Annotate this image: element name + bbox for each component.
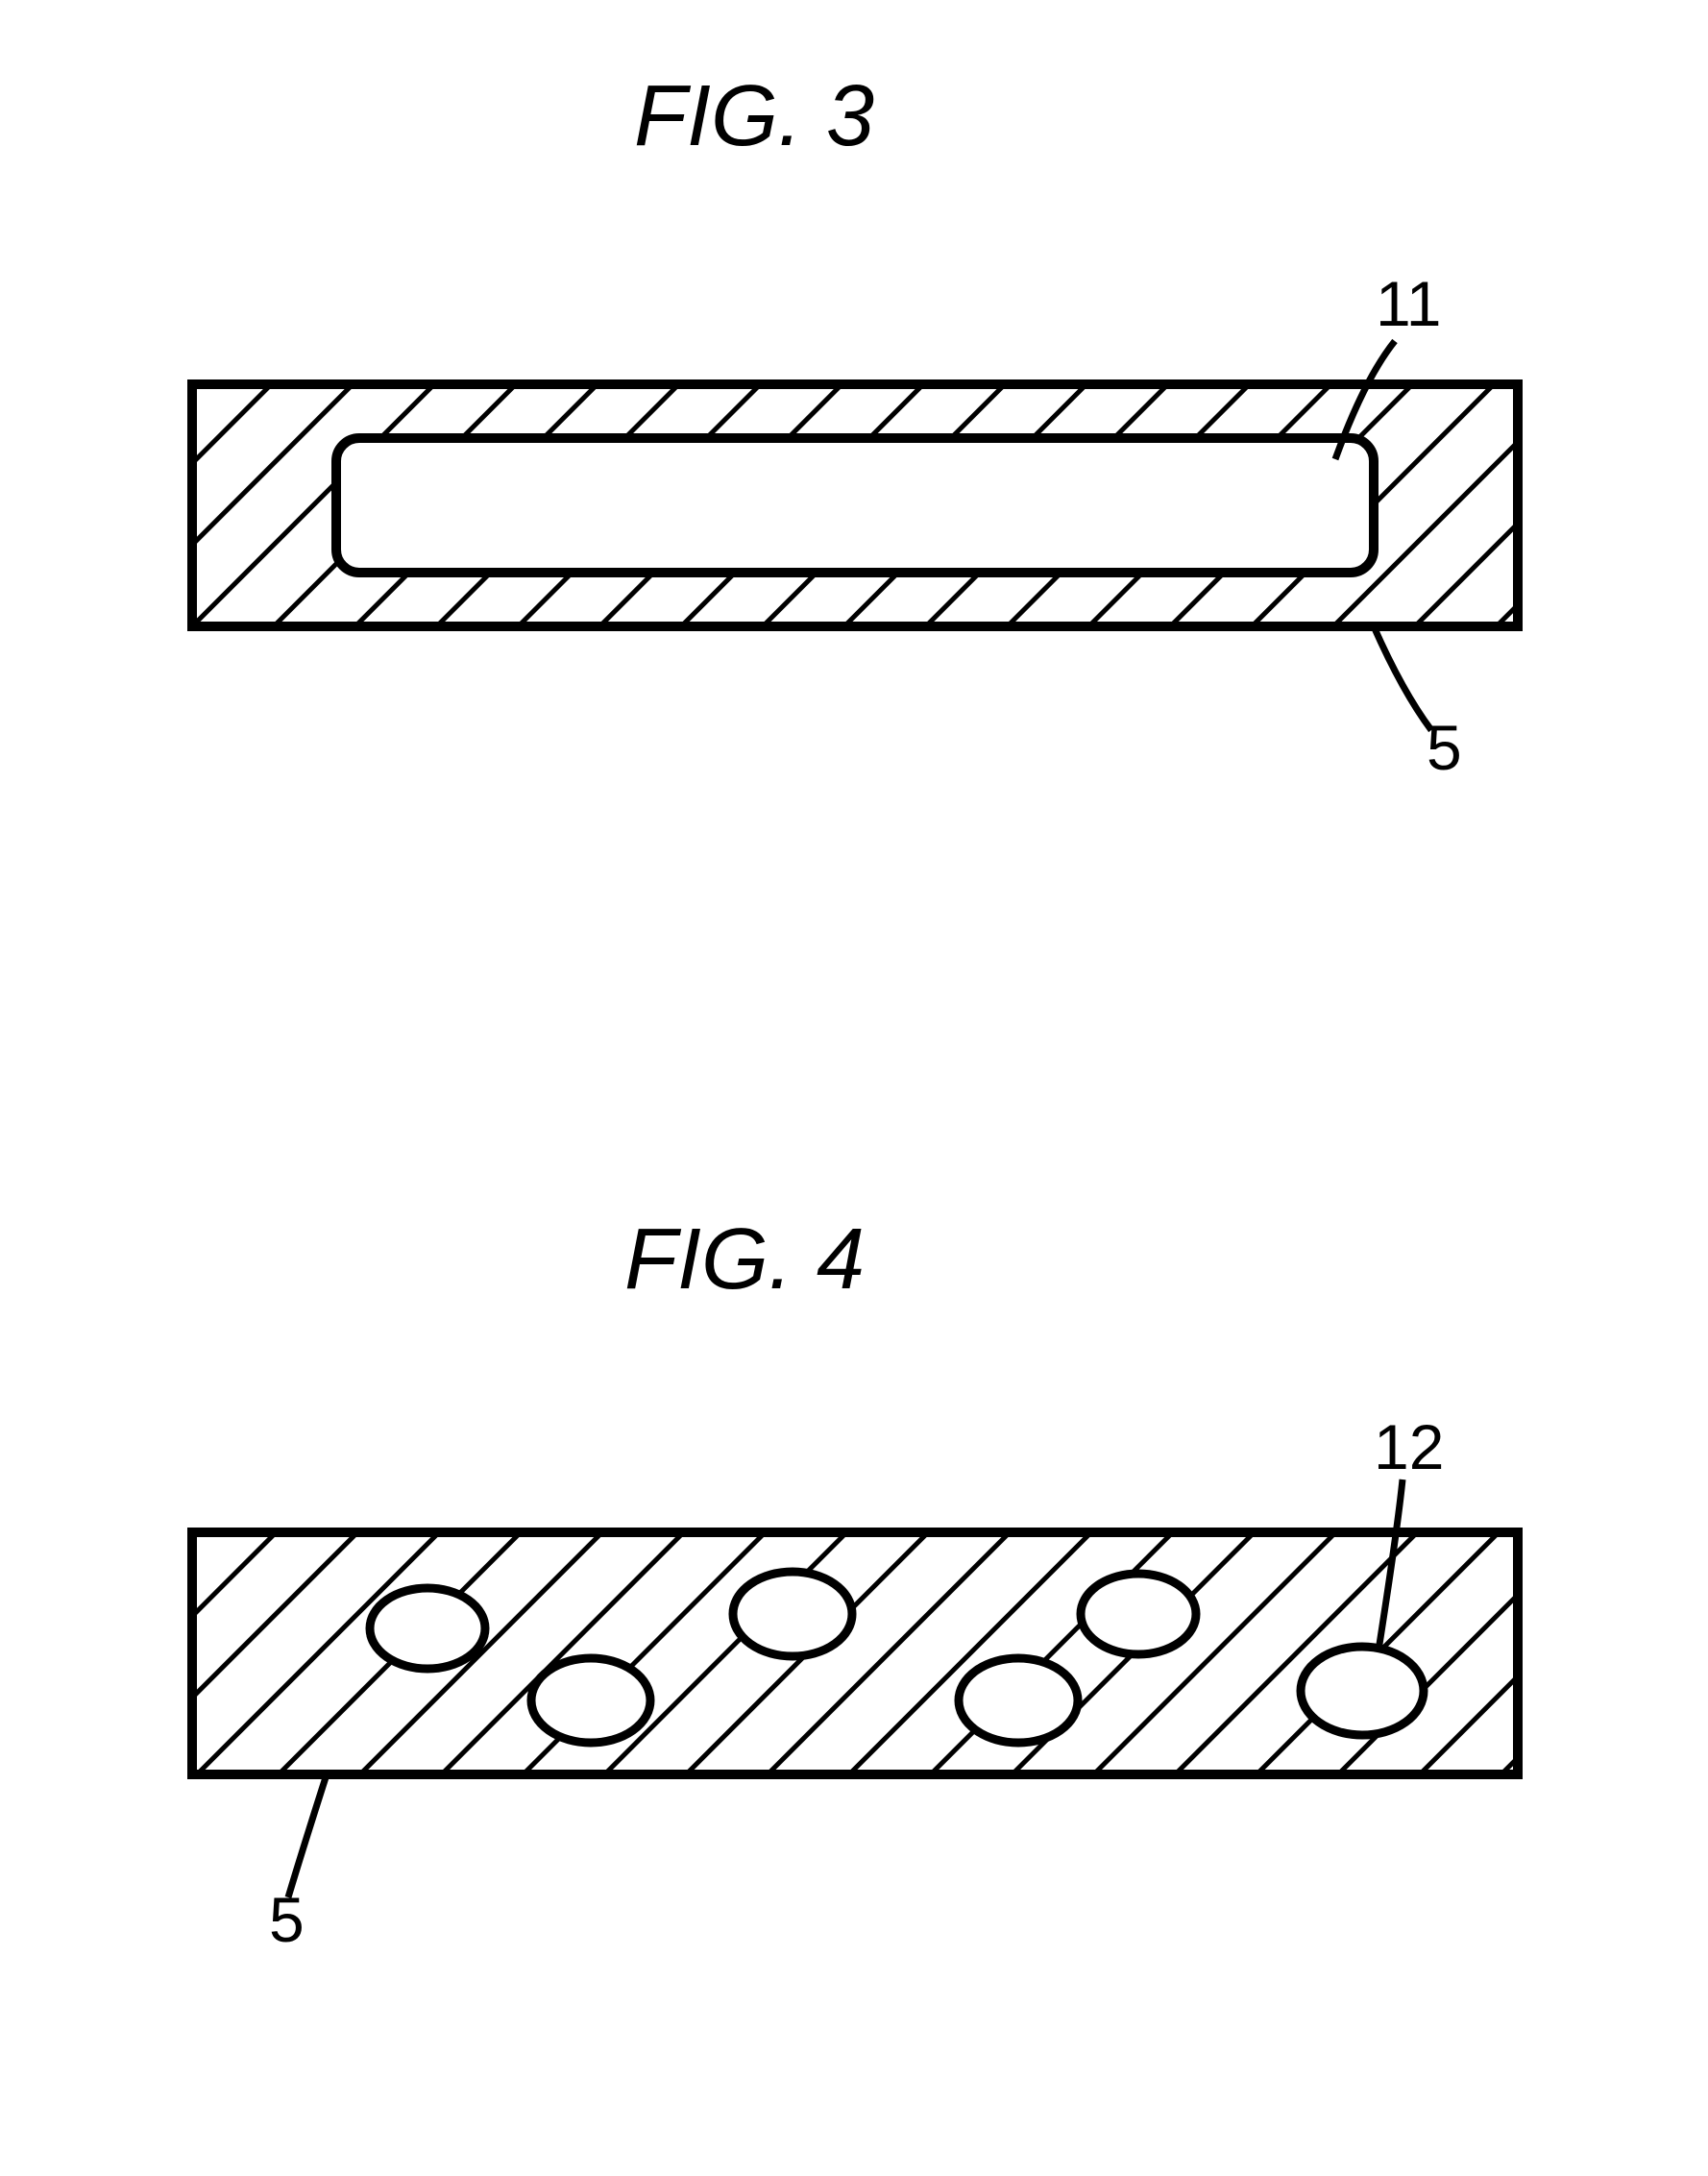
figure-4-bubble [1301,1647,1424,1735]
figure-page: FIG. 3 11 5 FIG. 4 [0,0,1708,2176]
figure-4-drawing [0,1153,1708,2017]
figure-3-cavity-outline [336,438,1374,573]
figure-4-bubble [959,1658,1078,1743]
figure-4-bubble [733,1572,852,1656]
figure-4-label-12: 12 [1374,1410,1444,1483]
figure-4-label-5: 5 [269,1883,305,1956]
figure-4-leader-5 [288,1774,327,1897]
figure-4-bubble [531,1658,650,1743]
figure-4-bubble [370,1588,485,1669]
figure-4-bubble [1081,1574,1196,1654]
figure-3-leader-5 [1374,626,1431,730]
figure-3-label-5: 5 [1427,711,1462,784]
figure-3-label-11: 11 [1376,267,1442,340]
